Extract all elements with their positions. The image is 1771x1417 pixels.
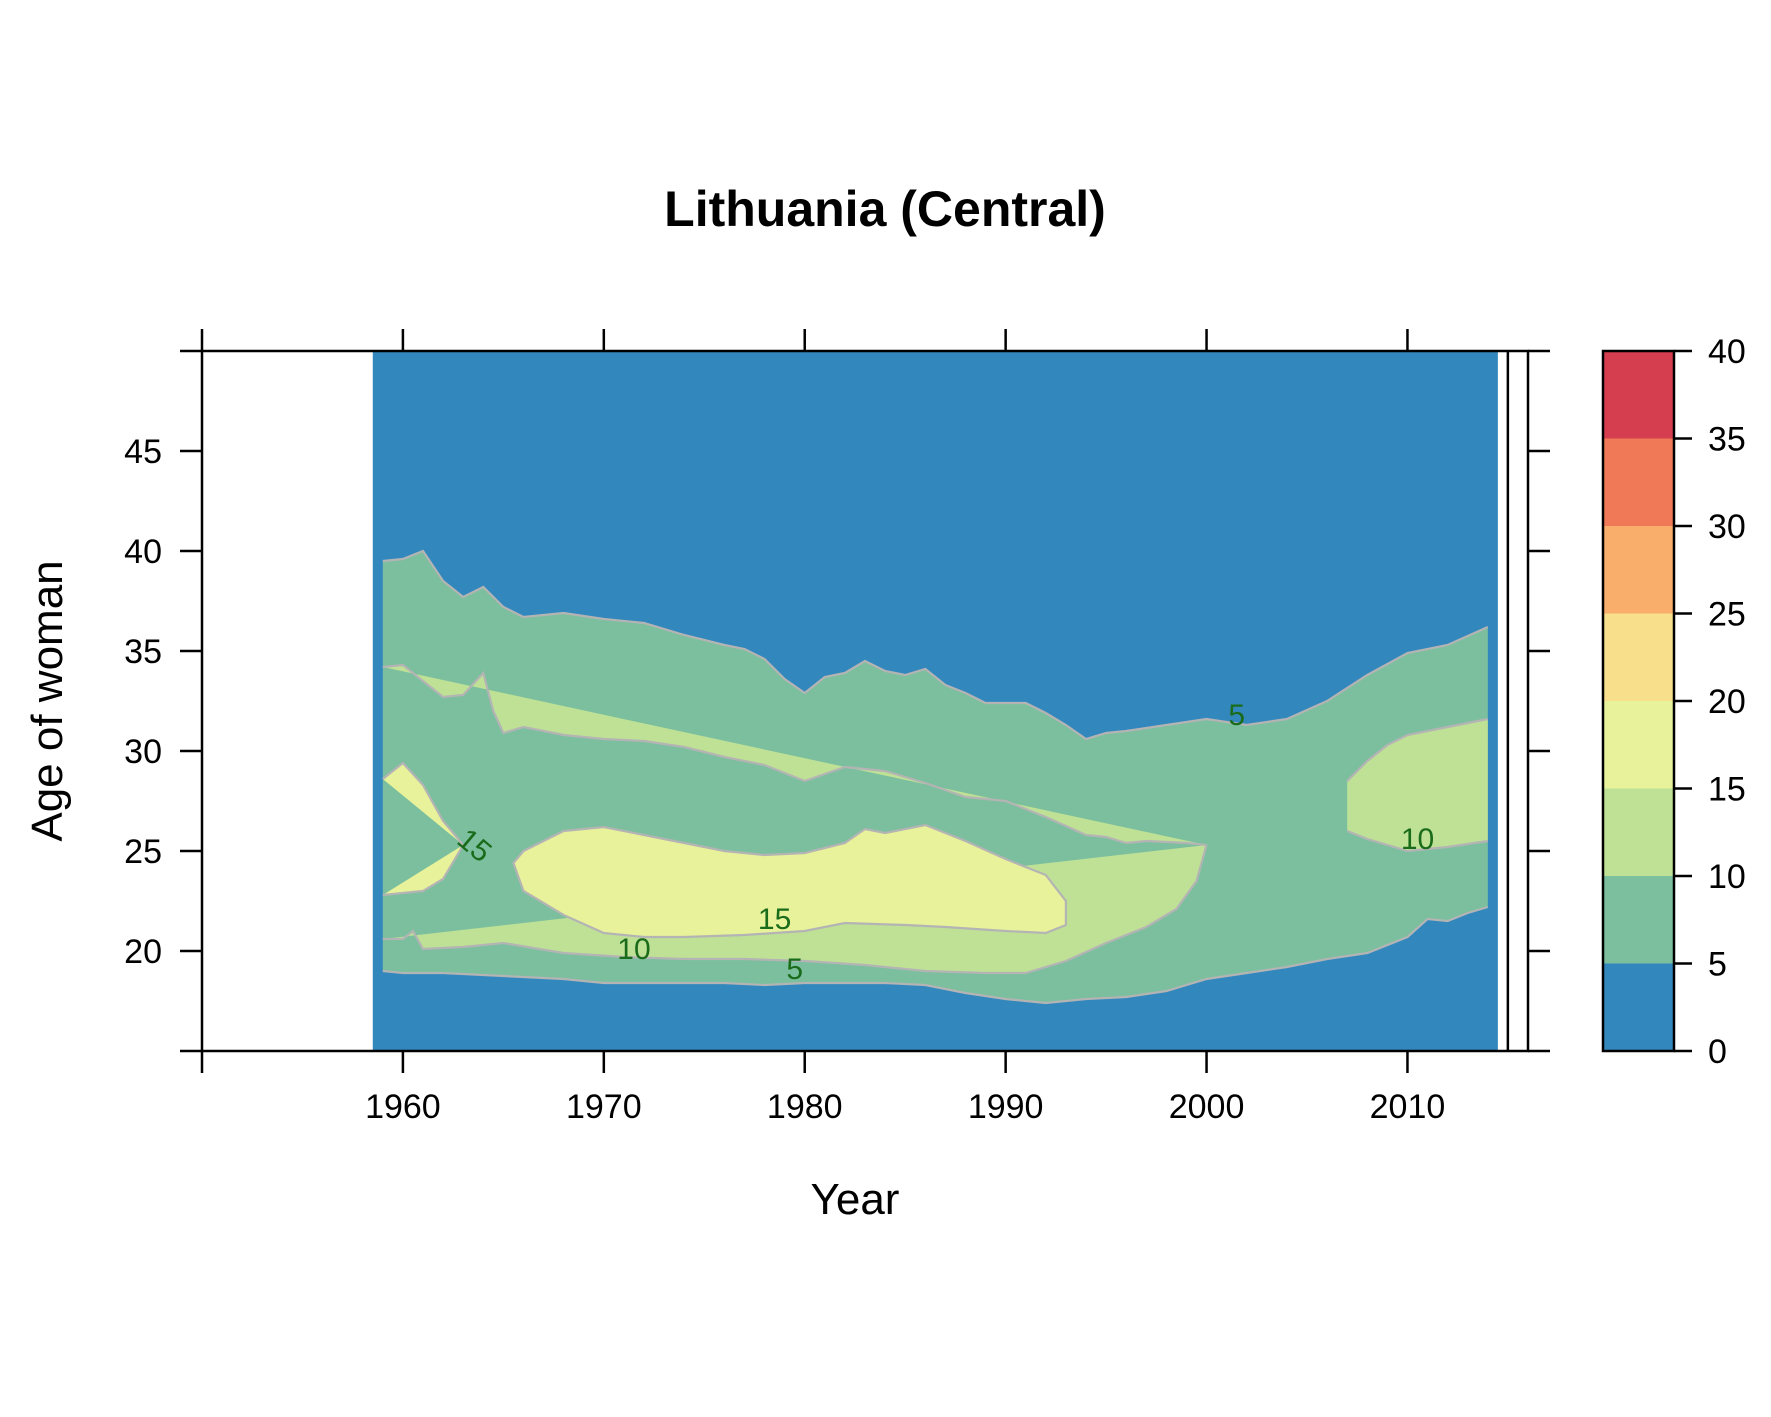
contour-line-contour-15-left-lower <box>382 844 465 897</box>
contour-line-contour-15-main-upper <box>512 823 1067 939</box>
y-tick-label: 35 <box>124 633 162 671</box>
colorbar-tick-label: 35 <box>1708 421 1746 459</box>
y-tick-label: 20 <box>124 933 162 971</box>
colorbar-tick-label: 40 <box>1708 333 1746 371</box>
colorbar-tick-label: 20 <box>1708 683 1746 721</box>
contour-line-contour-10-main-lower <box>382 844 1208 975</box>
x-tick-label: 2010 <box>1370 1088 1446 1126</box>
contour-label: 15 <box>758 903 791 936</box>
heatmap-layer <box>372 351 1510 1051</box>
colorbar-tick-label: 15 <box>1708 771 1746 809</box>
colorbar-tick-label: 10 <box>1708 858 1746 896</box>
colorbar-tick-label: 0 <box>1708 1033 1727 1071</box>
colorbar-swatch <box>1603 963 1674 1051</box>
x-axis-title: Year <box>811 1175 900 1224</box>
y-tick-label: 45 <box>124 433 162 471</box>
x-tick-label: 1970 <box>566 1088 642 1126</box>
contour-line-contour-5-lower <box>382 905 1489 1005</box>
y-tick-label: 25 <box>124 833 162 871</box>
contour-line-contour-5-upper <box>382 549 1489 741</box>
y-axis: 20 25 30 35 40 45 <box>124 349 1550 1053</box>
heatmap-region-contour-10-right <box>1347 719 1488 851</box>
contour-label: 10 <box>1401 823 1434 856</box>
contour-label: 5 <box>786 953 803 986</box>
contour-layer <box>382 549 1489 1005</box>
x-tick-label: 1960 <box>365 1088 441 1126</box>
chart-title: Lithuania (Central) <box>664 181 1106 237</box>
heatmap-region-contour-15-left <box>382 763 464 895</box>
contour-label: 5 <box>1228 699 1245 732</box>
colorbar-swatch <box>1603 613 1674 701</box>
x-axis: 1960 1970 1980 1990 2000 2010 <box>200 329 1446 1126</box>
plot-frame <box>200 349 1530 1053</box>
colorbar-tick-label: 30 <box>1708 508 1746 546</box>
colorbar-tick-label: 25 <box>1708 596 1746 634</box>
colorbar: 0 5 10 15 20 25 30 35 40 <box>1601 333 1746 1071</box>
x-tick-label: 2000 <box>1169 1088 1245 1126</box>
y-tick-label: 40 <box>124 533 162 571</box>
contour-line-contour-10-right-upper <box>1346 717 1489 782</box>
colorbar-swatch <box>1603 788 1674 876</box>
colorbar-swatch <box>1603 438 1674 526</box>
heatmap-region-contour-15-main <box>513 825 1066 937</box>
colorbar-swatch <box>1603 351 1674 439</box>
contour-label: 10 <box>617 933 650 966</box>
contour-line-contour-10-main-upper <box>382 663 1207 847</box>
colorbar-swatch <box>1603 701 1674 789</box>
x-tick-label: 1990 <box>968 1088 1044 1126</box>
contour-line-contour-15-left-upper <box>382 761 465 846</box>
contour-line-contour-10-right-lower <box>1346 829 1488 853</box>
x-tick-label: 1980 <box>767 1088 843 1126</box>
y-axis-title: Age of woman <box>23 560 72 841</box>
colorbar-swatch <box>1603 876 1674 964</box>
y-tick-label: 30 <box>124 733 162 771</box>
colorbar-tick-label: 5 <box>1708 946 1727 984</box>
colorbar-swatch <box>1603 526 1674 614</box>
